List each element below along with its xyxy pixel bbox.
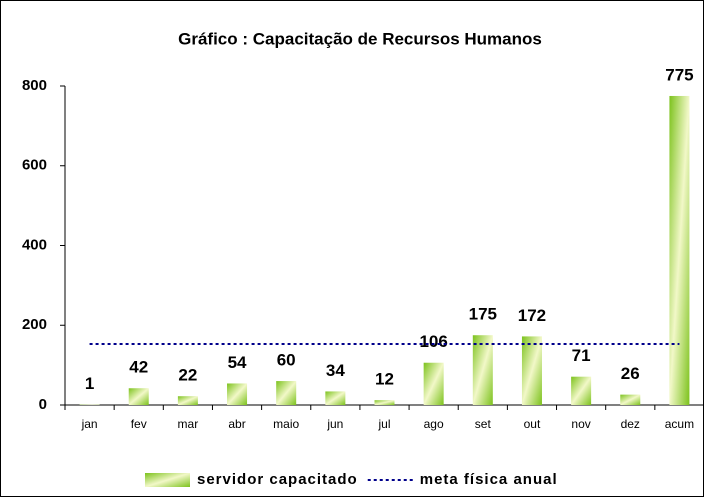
data-label: 175 (469, 305, 497, 324)
data-label: 34 (326, 361, 345, 380)
bar (177, 396, 198, 405)
x-tick-label: fev (131, 417, 147, 431)
bar (620, 394, 641, 405)
x-tick-label: jun (326, 417, 343, 431)
data-label: 71 (572, 346, 591, 365)
data-label: 172 (518, 306, 546, 325)
x-tick-label: dez (621, 417, 640, 431)
data-label: 54 (228, 353, 247, 372)
x-tick-label: maio (273, 417, 299, 431)
y-tick-label: 400 (22, 236, 47, 253)
bar (374, 400, 395, 405)
data-label: 42 (129, 358, 148, 377)
legend-label: servidor capacitado (197, 471, 358, 488)
data-label: 60 (277, 351, 296, 370)
data-label: 1 (85, 374, 94, 393)
bar (521, 336, 542, 405)
x-tick-label: nov (571, 417, 590, 431)
x-tick-label: mar (178, 417, 199, 431)
x-tick-label: abr (228, 417, 245, 431)
y-tick-label: 0 (39, 396, 47, 413)
data-label: 775 (665, 65, 693, 84)
x-tick-label: ago (424, 417, 444, 431)
legend-label: meta física anual (420, 471, 558, 488)
x-tick-label: jan (81, 417, 98, 431)
bar (128, 388, 149, 405)
bar (472, 335, 493, 405)
bar (423, 362, 444, 405)
bar (325, 391, 346, 405)
chart-title: Gráfico : Capacitação de Recursos Humano… (178, 29, 542, 48)
x-tick-label: jul (377, 417, 390, 431)
data-label: 106 (419, 332, 447, 351)
x-tick-label: set (475, 417, 492, 431)
bar (669, 95, 690, 405)
bar (227, 383, 248, 405)
bar (276, 381, 297, 405)
legend-swatch (145, 473, 190, 487)
y-tick-label: 200 (22, 316, 47, 333)
y-tick-label: 800 (22, 77, 47, 94)
data-label: 12 (375, 370, 394, 389)
bar (571, 376, 592, 405)
data-label: 22 (178, 366, 197, 385)
x-tick-label: out (524, 417, 541, 431)
x-tick-label: acum (665, 417, 694, 431)
y-tick-label: 600 (22, 157, 47, 174)
data-label: 26 (621, 364, 640, 383)
